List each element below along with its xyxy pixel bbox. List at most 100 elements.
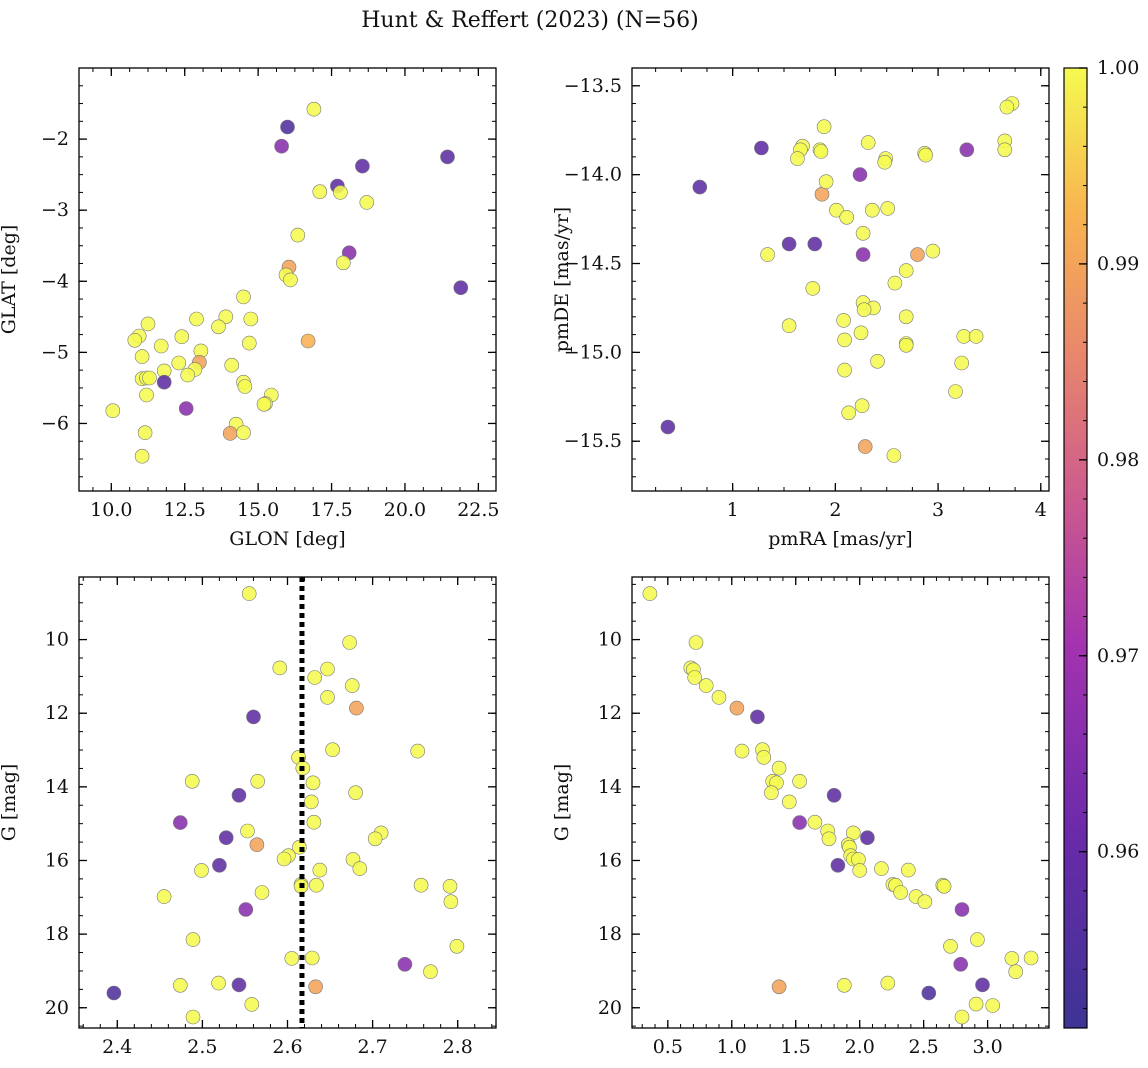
x-tick-label: 22.5 xyxy=(457,499,499,521)
data-point xyxy=(968,329,984,344)
data-point xyxy=(367,831,383,847)
data-point xyxy=(792,815,807,830)
data-point xyxy=(754,140,769,156)
y-tick-label: −2 xyxy=(41,128,69,150)
data-point xyxy=(870,353,885,369)
data-point xyxy=(999,99,1015,115)
data-point xyxy=(276,851,292,867)
y-tick-label: 10 xyxy=(45,629,69,651)
y-tick-label: −5 xyxy=(41,341,69,363)
ticks xyxy=(632,577,1049,1028)
y-axis-label: pmDE [mas/yr] xyxy=(551,207,573,352)
data-point xyxy=(852,863,868,878)
data-point xyxy=(236,425,251,441)
x-tick-label: 0.5 xyxy=(653,1036,683,1058)
x-tick-label: 2.4 xyxy=(102,1036,132,1058)
data-point xyxy=(303,794,319,810)
x-tick-label: 2.8 xyxy=(443,1036,473,1058)
data-point xyxy=(283,272,298,288)
x-axis-label: Plx [mas] xyxy=(243,1065,333,1068)
data-point xyxy=(171,355,187,371)
y-tick-label: 18 xyxy=(45,923,69,945)
colorbar-tick-label: 0.96 xyxy=(1097,841,1139,863)
data-point xyxy=(781,794,797,810)
data-point xyxy=(305,775,321,791)
data-point xyxy=(886,448,902,463)
data-point xyxy=(853,325,869,341)
y-axis-label: GLAT [deg] xyxy=(0,225,20,335)
chart-title: Hunt & Reffert (2023) (N=56) xyxy=(361,8,699,33)
data-point xyxy=(342,635,357,650)
ticks xyxy=(632,67,1049,491)
x-tick-label: 2.7 xyxy=(357,1036,387,1058)
data-point xyxy=(249,837,265,853)
y-tick-label: 16 xyxy=(598,849,622,871)
data-point xyxy=(178,401,194,416)
data-point xyxy=(250,773,266,789)
data-point xyxy=(856,302,872,318)
data-point xyxy=(688,635,704,650)
data-point xyxy=(880,975,896,991)
data-point xyxy=(156,889,172,904)
data-point xyxy=(711,690,727,705)
data-point xyxy=(781,236,797,252)
axes-frame xyxy=(78,67,497,492)
data-point xyxy=(355,158,370,174)
data-point xyxy=(1004,951,1020,966)
y-tick-label: −15.5 xyxy=(564,430,622,452)
data-point xyxy=(836,313,851,328)
data-point xyxy=(308,979,323,995)
data-point xyxy=(943,938,958,954)
data-point xyxy=(968,996,984,1012)
x-tick-label: 1.5 xyxy=(781,1036,811,1058)
data-point xyxy=(173,815,188,830)
y-tick-label: −3 xyxy=(41,199,69,221)
y-tick-label: 14 xyxy=(598,776,622,798)
points xyxy=(660,96,1020,463)
data-point xyxy=(1023,950,1039,966)
data-point xyxy=(134,349,150,364)
data-point xyxy=(142,370,157,386)
data-point xyxy=(218,830,234,846)
y-tick-label: 20 xyxy=(598,997,622,1019)
data-point xyxy=(307,670,323,685)
data-point xyxy=(836,977,852,993)
data-point xyxy=(320,690,335,705)
data-point xyxy=(855,226,871,241)
data-point xyxy=(826,787,842,803)
data-point xyxy=(173,977,188,993)
data-point xyxy=(140,316,156,332)
y-tick-label: −14.5 xyxy=(564,253,622,275)
axes-frame xyxy=(631,67,1050,492)
y-axis-label: G [mag] xyxy=(0,764,20,842)
data-point xyxy=(306,814,322,830)
data-point xyxy=(300,333,316,349)
data-point xyxy=(1008,964,1024,980)
data-point xyxy=(857,439,873,454)
data-point xyxy=(349,700,364,716)
data-point xyxy=(306,101,322,117)
data-point xyxy=(284,951,300,966)
x-axis-label: BP-RP [mag] xyxy=(780,1065,902,1068)
data-point xyxy=(764,785,779,801)
data-point xyxy=(274,138,289,154)
colorbar-tick-label: 1.00 xyxy=(1097,57,1139,79)
data-point xyxy=(224,357,239,373)
data-point xyxy=(174,329,190,345)
x-tick-label: 17.5 xyxy=(310,499,352,521)
colorbar-tick-label: 0.98 xyxy=(1097,449,1139,471)
points xyxy=(106,586,465,1025)
data-point xyxy=(185,1009,201,1025)
data-point xyxy=(333,185,348,200)
x-tick-label: 2.5 xyxy=(187,1036,217,1058)
x-tick-label: 4 xyxy=(1035,499,1047,521)
panel-glon-glat: 10.0 12.5 15.0 17.5 20.0 22.5 −6 −5 −4 −3 −2 GLON [… xyxy=(0,67,500,550)
data-point xyxy=(211,319,226,335)
data-point xyxy=(246,709,261,725)
data-point xyxy=(660,419,676,435)
data-point xyxy=(325,742,340,758)
data-point xyxy=(180,367,195,383)
x-tick-label: 3 xyxy=(932,499,944,521)
data-point xyxy=(185,932,201,947)
